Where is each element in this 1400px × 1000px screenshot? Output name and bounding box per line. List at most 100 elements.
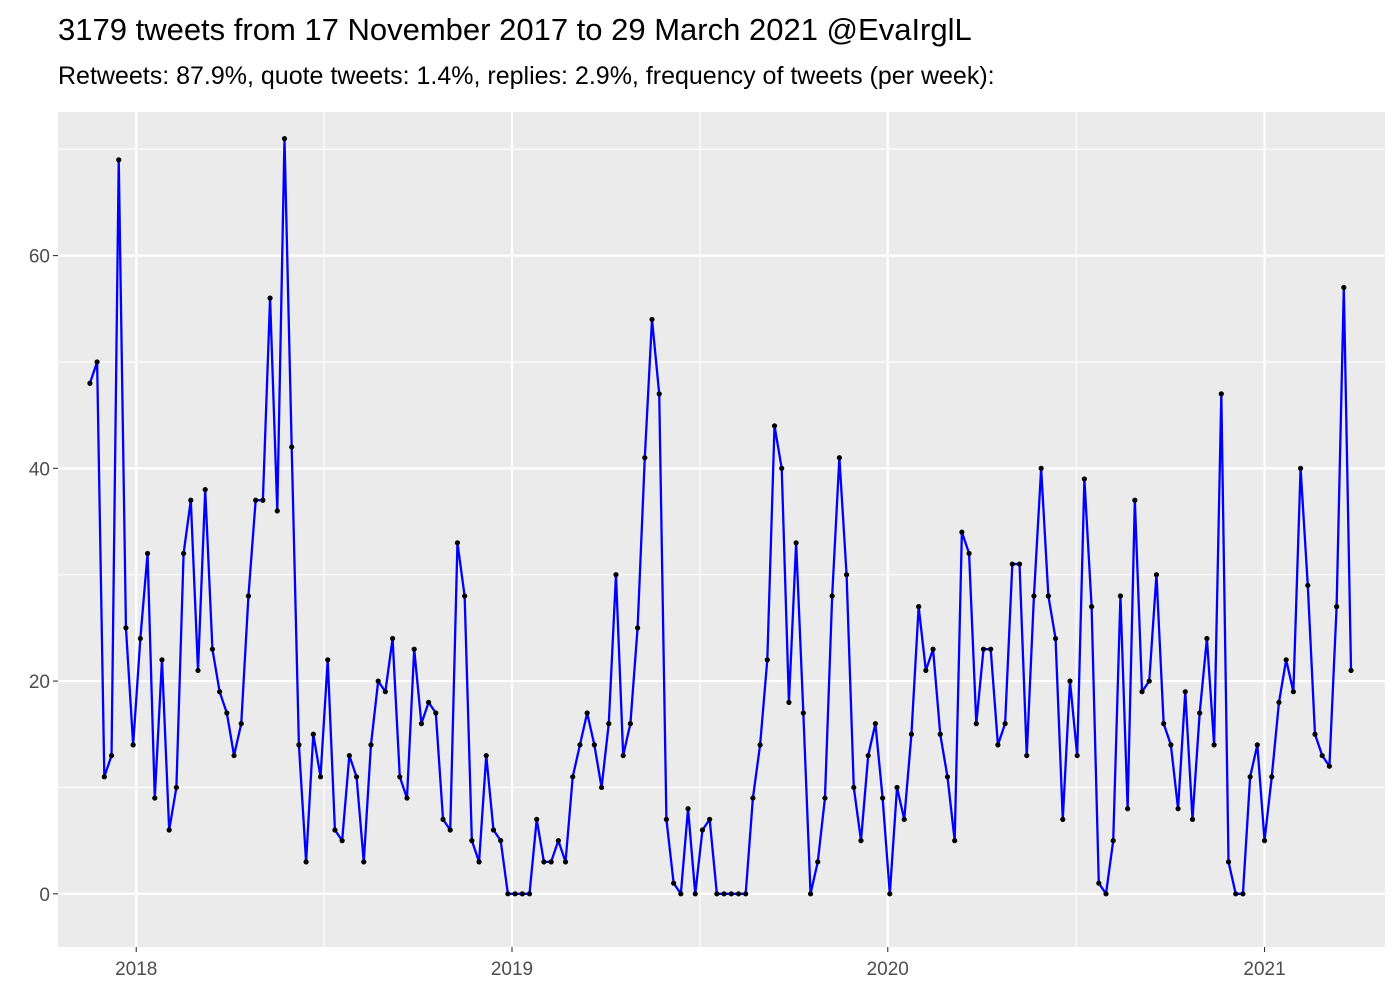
data-point: [534, 816, 540, 822]
data-point: [793, 540, 799, 546]
data-point: [743, 891, 749, 897]
data-point: [1146, 678, 1152, 684]
data-point: [152, 795, 158, 801]
data-point: [779, 465, 785, 471]
data-point: [1305, 582, 1311, 588]
data-point: [346, 752, 352, 759]
data-point: [671, 880, 677, 886]
data-point: [426, 699, 432, 705]
data-point: [1225, 859, 1232, 865]
data-point: [137, 635, 143, 642]
data-point: [144, 550, 151, 557]
data-point: [663, 816, 670, 822]
data-point: [512, 891, 518, 897]
data-point: [800, 710, 806, 716]
data-point: [555, 838, 561, 844]
data-point: [1189, 816, 1196, 822]
data-point: [317, 774, 324, 780]
data-point: [253, 497, 259, 503]
data-point: [108, 752, 115, 759]
data-point: [411, 646, 417, 652]
data-point: [1334, 604, 1340, 610]
data-point: [865, 752, 871, 759]
data-point: [116, 157, 122, 163]
data-point: [325, 657, 331, 663]
data-point: [296, 742, 302, 748]
data-point: [1218, 391, 1224, 397]
data-point: [87, 380, 93, 386]
data-point: [692, 891, 698, 897]
data-point: [353, 774, 360, 780]
data-point: [1247, 774, 1253, 780]
data-point: [505, 891, 511, 897]
data-point: [490, 827, 497, 833]
plot-panel: [58, 112, 1385, 947]
data-point: [548, 859, 554, 865]
y-tick-label: 0: [39, 885, 50, 906]
data-point: [570, 774, 576, 780]
data-point: [498, 838, 504, 844]
data-point: [988, 646, 994, 652]
data-point: [930, 646, 936, 652]
data-point: [188, 497, 194, 503]
data-point: [815, 859, 821, 865]
data-point: [642, 455, 648, 461]
data-point: [217, 689, 223, 695]
data-point: [1290, 689, 1296, 695]
data-point: [375, 678, 381, 684]
data-point: [181, 550, 187, 557]
data-point: [1096, 880, 1102, 886]
data-point: [923, 667, 929, 674]
data-point: [822, 795, 828, 801]
data-point: [1016, 561, 1023, 567]
grid-lines: [58, 112, 1385, 947]
data-point: [361, 859, 367, 865]
data-point: [209, 646, 216, 652]
data-point: [303, 859, 309, 865]
data-point: [699, 827, 706, 833]
data-point: [562, 859, 569, 865]
data-point: [462, 593, 468, 599]
data-point: [606, 721, 612, 727]
data-point: [1161, 721, 1167, 727]
data-point: [735, 891, 742, 897]
data-point: [1110, 838, 1116, 844]
data-point: [728, 891, 734, 897]
data-point: [685, 806, 691, 812]
data-point: [678, 891, 684, 897]
chart-title: 3179 tweets from 17 November 2017 to 29 …: [58, 12, 972, 47]
data-point: [94, 359, 100, 365]
data-point: [454, 540, 461, 546]
data-point: [872, 721, 879, 727]
data-point: [620, 752, 626, 759]
data-point: [764, 657, 770, 663]
data-point: [404, 795, 410, 801]
data-point: [418, 721, 425, 727]
data-point: [649, 316, 655, 323]
y-tick-label: 40: [29, 459, 50, 480]
data-point: [289, 444, 295, 450]
data-point: [274, 508, 280, 514]
data-point: [807, 891, 814, 897]
data-point: [173, 784, 179, 791]
data-point: [368, 742, 374, 748]
data-point: [526, 891, 533, 897]
data-point: [1297, 465, 1304, 471]
data-point: [1031, 593, 1037, 599]
data-point: [195, 667, 201, 674]
data-point: [101, 774, 107, 780]
data-point: [584, 710, 590, 716]
data-point: [1089, 604, 1095, 610]
data-point: [339, 838, 345, 844]
data-point: [130, 742, 136, 748]
data-point: [1002, 721, 1008, 727]
data-point: [959, 529, 965, 535]
data-point: [771, 423, 778, 429]
x-tick-label: 2020: [867, 959, 909, 980]
data-point: [1168, 742, 1174, 748]
data-point: [382, 689, 388, 695]
data-point: [469, 838, 475, 844]
data-point: [1341, 284, 1347, 291]
data-point: [707, 816, 713, 822]
